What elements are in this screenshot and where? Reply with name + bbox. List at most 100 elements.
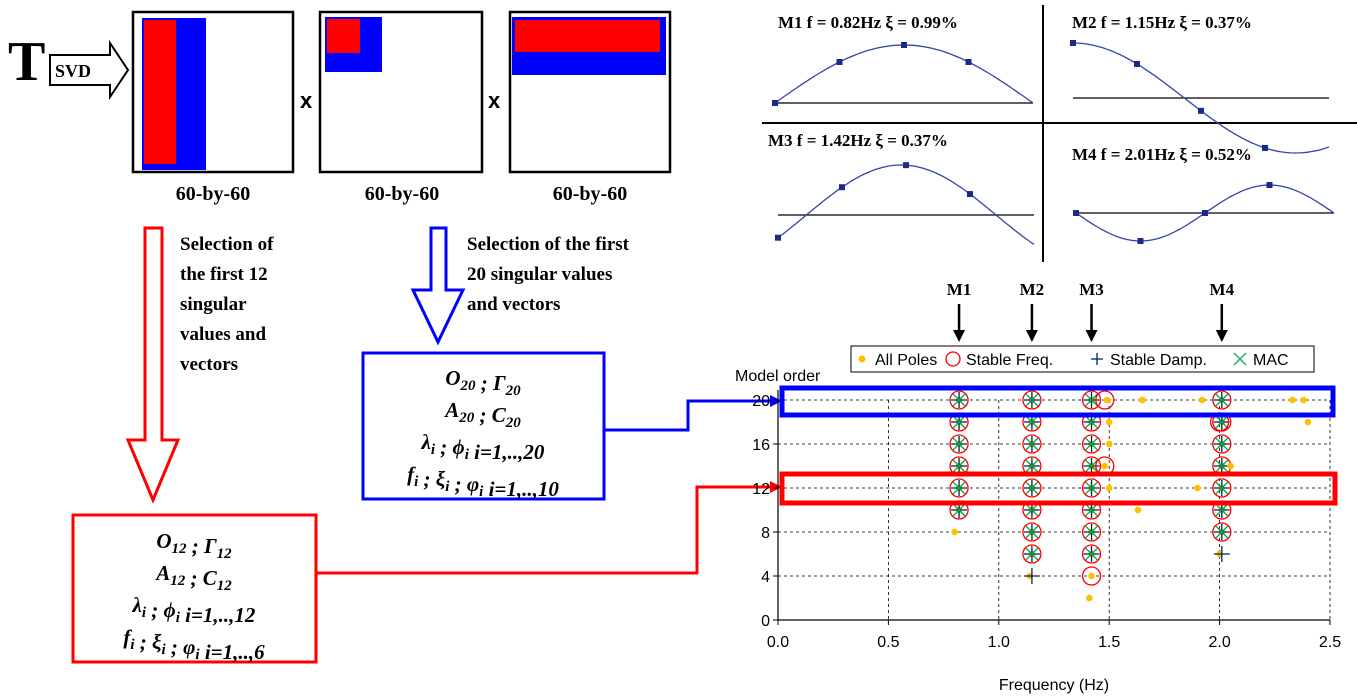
mode-marker-arrow-head — [1085, 330, 1098, 342]
box-20-modes — [361, 351, 606, 501]
right-selection-text: 20 singular values — [467, 264, 612, 285]
mode-shape-curve — [774, 44, 1034, 104]
stable-freq-circle — [1081, 478, 1102, 498]
mode-shape-node — [1134, 60, 1140, 67]
stable-freq-circle — [1022, 390, 1042, 410]
mac-cross — [1215, 393, 1229, 407]
stable-freq-circle — [1022, 478, 1042, 498]
pole-point — [1105, 440, 1113, 448]
mac-cross — [1215, 437, 1229, 451]
left-selection-text: Selection of — [180, 234, 274, 255]
box12-line: fi ; ξi ; φi i=1,..,6 — [123, 625, 265, 664]
box12-line: A12 ; C12 — [154, 561, 232, 594]
subscript: 20 — [459, 378, 476, 394]
mac-cross — [1025, 525, 1039, 539]
mac-cross — [1215, 459, 1229, 473]
symbol: ; — [166, 635, 184, 659]
mode-shape-node — [965, 58, 972, 65]
mode-marker-arrow-head — [1215, 330, 1228, 342]
legend-pole-marker — [858, 355, 866, 363]
mac-cross — [952, 393, 966, 407]
subscript: 20 — [505, 415, 522, 431]
subscript: i — [479, 484, 484, 500]
left-selection-text: singular — [180, 294, 247, 315]
pole-point — [1101, 462, 1109, 470]
symbol: ; — [475, 371, 493, 395]
legend-label: All Poles — [875, 352, 937, 369]
symbol: λ — [421, 430, 431, 454]
mode-shape-label: M3 f = 1.42Hz ξ = 0.37% — [768, 131, 948, 150]
pole-point — [1088, 572, 1095, 580]
symbol: ; — [435, 435, 453, 459]
subscript: 12 — [217, 578, 233, 594]
legend-freq-marker — [945, 351, 961, 367]
blue-connector-head — [770, 395, 782, 407]
mode-marker-label: M2 — [1020, 280, 1045, 299]
mode-marker-label: M4 — [1210, 280, 1235, 299]
x-tick-label: 2.5 — [1319, 634, 1341, 651]
matrix-size-label: 60-by-60 — [365, 183, 439, 205]
pole-point — [1198, 396, 1206, 404]
mode-shape-node — [1198, 107, 1204, 114]
svd-arrow-label: SVD — [55, 61, 91, 81]
mac-cross — [952, 437, 966, 451]
box20-line: O20 ; Γ20 — [445, 366, 521, 399]
times-sign-2: x — [488, 88, 501, 113]
pole-point — [1139, 396, 1146, 404]
stable-freq-circle — [1022, 434, 1042, 454]
stable-freq-circle — [1212, 478, 1232, 498]
mac-cross — [1085, 503, 1098, 517]
symbol: O — [445, 366, 460, 390]
symbol: f — [123, 625, 132, 649]
legend-mac-marker — [1233, 352, 1247, 366]
symbol: λ — [132, 593, 142, 617]
subscript: i — [414, 474, 419, 490]
pole-point — [1194, 484, 1201, 492]
legend-label: Stable Freq. — [966, 352, 1053, 369]
subscript: i — [465, 447, 470, 463]
times-sign-1: x — [300, 88, 313, 113]
box20-line: fi ; ξi ; φi i=1,..,10 — [407, 462, 559, 501]
stable-freq-circle — [1081, 566, 1102, 586]
symbol: A — [443, 398, 459, 422]
mode-marker-label: M1 — [947, 280, 972, 299]
left-selection-text: values and — [180, 324, 266, 345]
mode-marker-label: M3 — [1079, 280, 1104, 299]
mac-cross — [952, 481, 966, 495]
pole-point — [1103, 396, 1111, 404]
pole-point — [1105, 484, 1113, 492]
pole-point — [951, 528, 958, 536]
mode-shape-curve — [777, 164, 1035, 245]
box20-line: λi ; ϕi i=1,..,20 — [421, 430, 545, 464]
legend-label: Stable Damp. — [1110, 352, 1207, 369]
mode-shape-label: M2 f = 1.15Hz ξ = 0.37% — [1072, 13, 1252, 32]
mac-cross — [1025, 437, 1039, 451]
matrix-t-label: T — [8, 31, 45, 93]
mode-shape-node — [1266, 182, 1273, 188]
mac-cross — [952, 459, 966, 473]
pole-point — [1304, 418, 1312, 426]
x-tick-label: 0.5 — [877, 634, 899, 651]
symbol: ϕ — [164, 598, 176, 622]
red-selection-arrow — [125, 226, 181, 504]
symbol: C — [203, 566, 218, 590]
subscript: i — [176, 610, 181, 626]
mac-cross — [1215, 525, 1229, 539]
matrix-size-label: 60-by-60 — [553, 183, 627, 205]
red-connector-head — [770, 481, 782, 493]
mode-shape-node — [836, 58, 843, 65]
symbol: ; — [146, 598, 164, 622]
blue-connector — [604, 399, 770, 432]
mode-marker-arrow-head — [953, 330, 966, 342]
mac-cross — [1085, 437, 1098, 451]
mode-shape-node — [839, 184, 845, 191]
mode-shape-node — [775, 234, 781, 241]
subscript: i — [142, 605, 147, 621]
matrix-sigma-red-block — [327, 19, 360, 53]
symbol: i=1,..,20 — [469, 440, 545, 464]
subscript: i — [195, 647, 200, 663]
mac-cross — [1025, 393, 1039, 407]
mode-shape-label: M1 f = 0.82Hz ξ = 0.99% — [778, 13, 958, 32]
right-selection-text: and vectors — [467, 294, 560, 315]
